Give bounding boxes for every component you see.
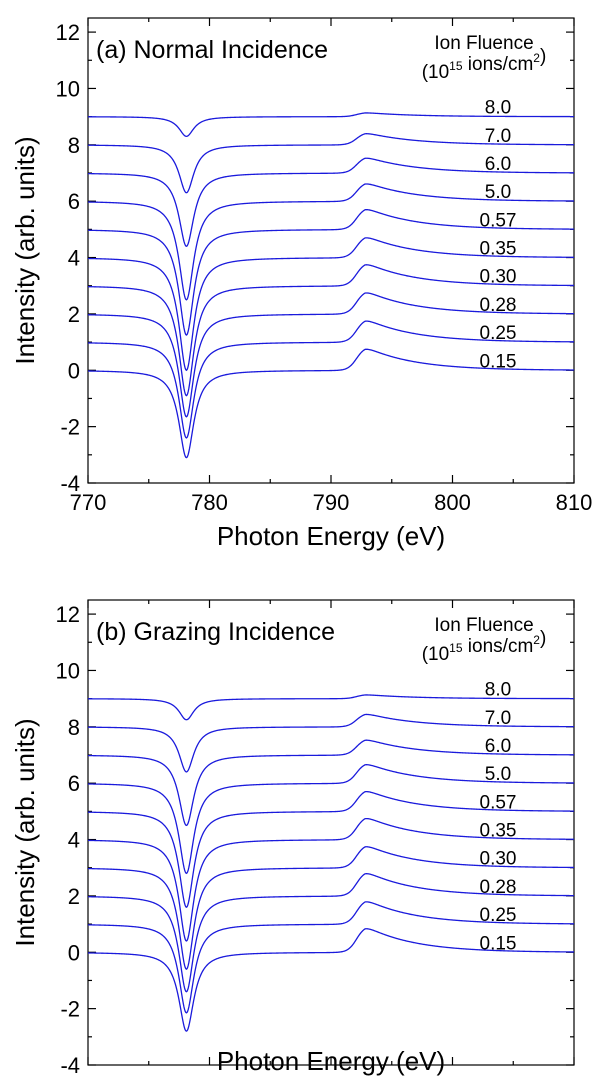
series-line-0.25 xyxy=(87,320,575,439)
y-tick-label: -4 xyxy=(60,1053,80,1076)
series-label: 5.0 xyxy=(485,182,511,203)
series-line-0.35 xyxy=(87,237,574,372)
series-line-0.25 xyxy=(88,901,575,1014)
x-tick-label: 770 xyxy=(70,1072,107,1076)
series-label: 0.57 xyxy=(480,792,517,813)
y-tick-label: 8 xyxy=(68,133,80,158)
legend-title: Ion Fluence xyxy=(434,33,533,54)
y-tick-label: 6 xyxy=(68,771,80,796)
series-line-5.0 xyxy=(87,183,574,301)
y-tick-label: 2 xyxy=(68,884,80,909)
series-label: 0.25 xyxy=(480,905,517,926)
x-tick-label: 810 xyxy=(556,490,593,515)
series-line-5.0 xyxy=(87,764,574,875)
y-tick-label: 12 xyxy=(56,20,80,45)
y-tick-label: 0 xyxy=(68,358,80,383)
x-tick-label: 810 xyxy=(556,1072,593,1076)
legend-title: Ion Fluence xyxy=(434,615,533,636)
y-tick-label: -4 xyxy=(60,471,80,496)
panel-label: (b) Grazing Incidence xyxy=(96,618,335,646)
y-tick-label: -2 xyxy=(60,997,80,1022)
x-axis-title: Photon Energy (eV) xyxy=(217,1046,445,1076)
series-line-6.0 xyxy=(87,739,574,827)
y-tick-label: 8 xyxy=(68,715,80,740)
x-tick-label: 770 xyxy=(70,490,107,515)
x-tick-label: 790 xyxy=(313,490,350,515)
y-tick-label: 12 xyxy=(56,602,80,627)
series-label: 0.30 xyxy=(480,267,517,288)
series-line-7.0 xyxy=(87,713,574,773)
y-tick-label: 0 xyxy=(68,940,80,965)
series-label: 7.0 xyxy=(485,126,511,147)
series-label: 0.15 xyxy=(480,351,517,372)
y-tick-label: 10 xyxy=(56,76,80,101)
legend-unit: (1015 ions/cm2) xyxy=(422,46,547,83)
series-label: 0.28 xyxy=(480,877,517,898)
series-line-0.57 xyxy=(87,791,574,908)
series-line-7.0 xyxy=(88,133,574,194)
y-tick-label: 10 xyxy=(56,658,80,683)
series-label: 0.57 xyxy=(480,210,517,231)
series-line-6.0 xyxy=(87,157,574,248)
series-label: 8.0 xyxy=(485,680,511,701)
series-line-8.0 xyxy=(87,112,574,138)
series-label: 7.0 xyxy=(485,708,511,729)
series-label: 0.25 xyxy=(480,323,517,344)
series-label: 8.0 xyxy=(485,98,511,119)
series-line-8.0 xyxy=(88,694,574,721)
series-label: 0.28 xyxy=(480,295,517,316)
series-line-0.28 xyxy=(87,873,575,993)
series-line-0.15 xyxy=(87,928,574,1032)
series-line-0.15 xyxy=(88,348,575,459)
panel-label: (a) Normal Incidence xyxy=(96,36,328,64)
y-tick-label: 2 xyxy=(68,302,80,327)
series-label: 6.0 xyxy=(485,154,511,175)
y-tick-label: -2 xyxy=(60,415,80,440)
series-label: 6.0 xyxy=(485,736,511,757)
y-tick-label: 6 xyxy=(68,189,80,214)
series-line-0.35 xyxy=(87,817,575,942)
x-axis-title: Photon Energy (eV) xyxy=(217,521,445,551)
series-line-0.30 xyxy=(87,264,574,397)
x-tick-label: 800 xyxy=(434,490,471,515)
series-label: 0.35 xyxy=(480,239,517,260)
y-axis-title: Intensity (arb. units) xyxy=(10,136,40,364)
legend-unit: (1015 ions/cm2) xyxy=(422,628,547,665)
series-label: 5.0 xyxy=(485,764,511,785)
series-label: 0.15 xyxy=(480,933,517,954)
x-tick-label: 790 xyxy=(313,1072,350,1076)
y-tick-label: 4 xyxy=(68,828,80,853)
y-tick-label: 4 xyxy=(68,246,80,271)
series-line-0.57 xyxy=(87,209,575,336)
x-tick-label: 780 xyxy=(191,1072,228,1076)
series-label: 0.35 xyxy=(480,821,517,842)
series-line-0.28 xyxy=(87,292,574,418)
x-tick-label: 780 xyxy=(191,490,228,515)
series-line-0.30 xyxy=(87,846,575,970)
x-tick-label: 800 xyxy=(434,1072,471,1076)
y-axis-title: Intensity (arb. units) xyxy=(10,718,40,946)
series-label: 0.30 xyxy=(480,849,517,870)
